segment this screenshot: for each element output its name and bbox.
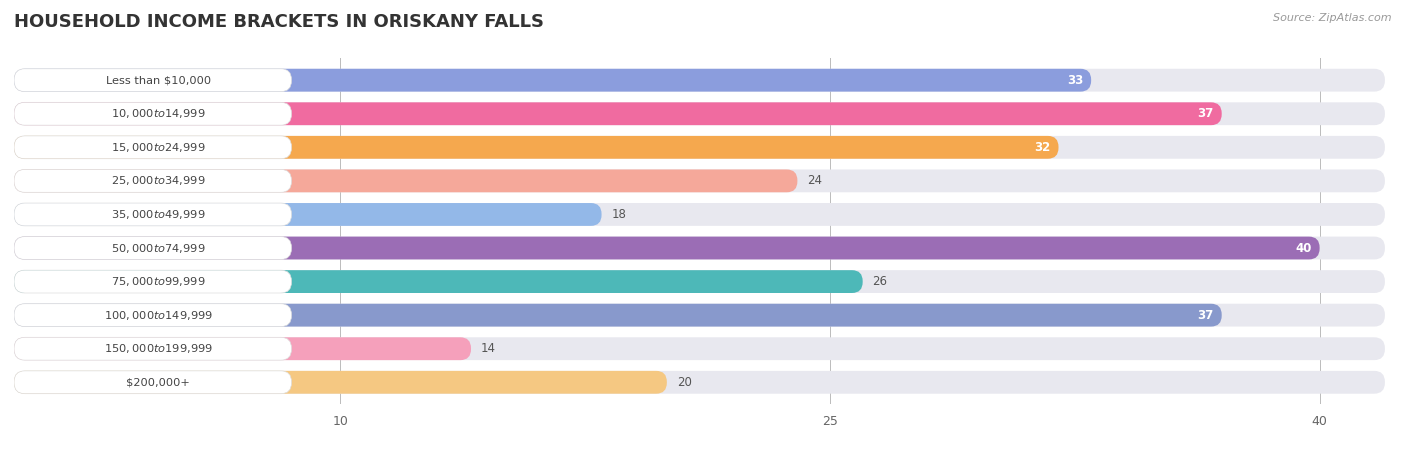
FancyBboxPatch shape	[14, 203, 602, 226]
FancyBboxPatch shape	[14, 371, 291, 394]
FancyBboxPatch shape	[14, 270, 863, 293]
FancyBboxPatch shape	[14, 237, 1385, 260]
FancyBboxPatch shape	[14, 102, 291, 125]
FancyBboxPatch shape	[14, 69, 1091, 92]
FancyBboxPatch shape	[14, 371, 666, 394]
Text: Less than $10,000: Less than $10,000	[105, 75, 211, 85]
Text: 24: 24	[807, 174, 823, 187]
FancyBboxPatch shape	[14, 270, 1385, 293]
FancyBboxPatch shape	[14, 371, 1385, 394]
FancyBboxPatch shape	[14, 102, 1222, 125]
Text: $25,000 to $34,999: $25,000 to $34,999	[111, 174, 205, 187]
Text: $50,000 to $74,999: $50,000 to $74,999	[111, 242, 205, 255]
Text: 20: 20	[676, 376, 692, 389]
Text: $10,000 to $14,999: $10,000 to $14,999	[111, 107, 205, 120]
Text: $150,000 to $199,999: $150,000 to $199,999	[104, 342, 212, 355]
Text: Source: ZipAtlas.com: Source: ZipAtlas.com	[1274, 13, 1392, 23]
Text: 32: 32	[1033, 141, 1050, 154]
FancyBboxPatch shape	[14, 136, 291, 159]
FancyBboxPatch shape	[14, 304, 291, 326]
Text: 40: 40	[1295, 242, 1312, 255]
FancyBboxPatch shape	[14, 337, 291, 360]
FancyBboxPatch shape	[14, 270, 291, 293]
Text: $35,000 to $49,999: $35,000 to $49,999	[111, 208, 205, 221]
FancyBboxPatch shape	[14, 136, 1059, 159]
FancyBboxPatch shape	[14, 102, 1385, 125]
FancyBboxPatch shape	[14, 136, 1385, 159]
Text: 33: 33	[1067, 74, 1083, 87]
FancyBboxPatch shape	[14, 169, 797, 192]
Text: HOUSEHOLD INCOME BRACKETS IN ORISKANY FALLS: HOUSEHOLD INCOME BRACKETS IN ORISKANY FA…	[14, 13, 544, 31]
FancyBboxPatch shape	[14, 69, 291, 92]
Text: $100,000 to $149,999: $100,000 to $149,999	[104, 308, 212, 321]
FancyBboxPatch shape	[14, 237, 1320, 260]
FancyBboxPatch shape	[14, 337, 1385, 360]
Text: 37: 37	[1198, 308, 1213, 321]
FancyBboxPatch shape	[14, 169, 291, 192]
FancyBboxPatch shape	[14, 203, 291, 226]
FancyBboxPatch shape	[14, 169, 1385, 192]
FancyBboxPatch shape	[14, 237, 291, 260]
FancyBboxPatch shape	[14, 304, 1222, 326]
FancyBboxPatch shape	[14, 69, 1385, 92]
FancyBboxPatch shape	[14, 304, 1385, 326]
Text: 18: 18	[612, 208, 626, 221]
Text: $15,000 to $24,999: $15,000 to $24,999	[111, 141, 205, 154]
Text: $200,000+: $200,000+	[127, 377, 190, 387]
Text: $75,000 to $99,999: $75,000 to $99,999	[111, 275, 205, 288]
Text: 26: 26	[873, 275, 887, 288]
FancyBboxPatch shape	[14, 337, 471, 360]
Text: 14: 14	[481, 342, 496, 355]
FancyBboxPatch shape	[14, 203, 1385, 226]
Text: 37: 37	[1198, 107, 1213, 120]
